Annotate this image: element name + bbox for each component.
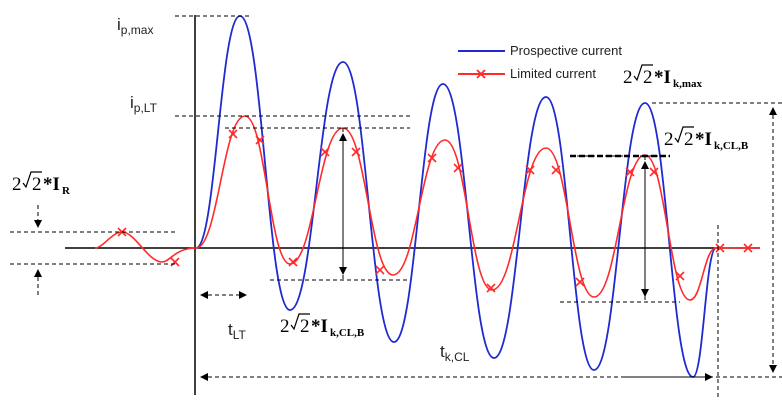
limited-current-marker (375, 265, 385, 275)
legend: Prospective current Limited current (458, 43, 622, 81)
svg-text:2: 2 (32, 174, 42, 195)
ik-clb-formula-right: 2 2 *I k,CL,B (664, 126, 749, 152)
limited-current-marker (228, 129, 238, 139)
svg-text:2: 2 (643, 67, 653, 88)
limited-current-marker (575, 277, 585, 287)
legend-prospective-label: Prospective current (510, 43, 622, 58)
limited-current-marker (486, 283, 496, 293)
svg-text:*I: *I (43, 174, 60, 195)
svg-text:k,max: k,max (673, 78, 703, 90)
svg-text:k,CL,B: k,CL,B (714, 140, 749, 152)
svg-text:k,CL,B: k,CL,B (330, 327, 365, 339)
limited-current-marker (170, 257, 180, 267)
legend-limited-label: Limited current (510, 66, 596, 81)
limited-current-marker (453, 163, 463, 173)
svg-text:2: 2 (12, 174, 22, 195)
dimension-arrows (34, 107, 777, 381)
limited-current-marker (255, 135, 265, 145)
limited-current-curve (94, 115, 760, 301)
svg-text:2: 2 (684, 129, 694, 150)
svg-text:2: 2 (280, 316, 290, 337)
svg-text:R: R (62, 185, 71, 197)
t-lt-label: tLT (228, 320, 247, 342)
limited-current-marker (675, 271, 685, 281)
svg-text:*I: *I (695, 129, 712, 150)
ik-clb-formula-bottom: 2 2 *I k,CL,B (280, 313, 365, 339)
limited-current-marker (625, 167, 635, 177)
svg-text:2: 2 (623, 67, 633, 88)
limited-current-marker (288, 257, 298, 267)
limited-current-marker (351, 147, 361, 157)
limited-current-marker (551, 165, 561, 175)
svg-text:*I: *I (311, 316, 328, 337)
svg-text:*I: *I (654, 67, 671, 88)
ip-lt-label: ip,LT (130, 93, 158, 115)
limited-current-markers (117, 129, 753, 293)
ip-max-label: ip,max (117, 15, 153, 37)
legend-limited-marker (476, 69, 486, 79)
limited-current-marker (649, 167, 659, 177)
svg-text:2: 2 (664, 129, 674, 150)
ik-max-formula: 2 2 *I k,max (623, 64, 703, 90)
limited-current-marker (320, 147, 330, 157)
limited-current-marker (525, 165, 535, 175)
prospective-current-curve (195, 15, 717, 378)
ir-formula: 2 2 *I R (12, 171, 71, 197)
svg-text:2: 2 (300, 316, 310, 337)
limited-current-marker (715, 243, 725, 253)
limited-current-marker (743, 243, 753, 253)
t-kcl-label: tk,CL (440, 342, 470, 364)
limited-current-marker (427, 153, 437, 163)
